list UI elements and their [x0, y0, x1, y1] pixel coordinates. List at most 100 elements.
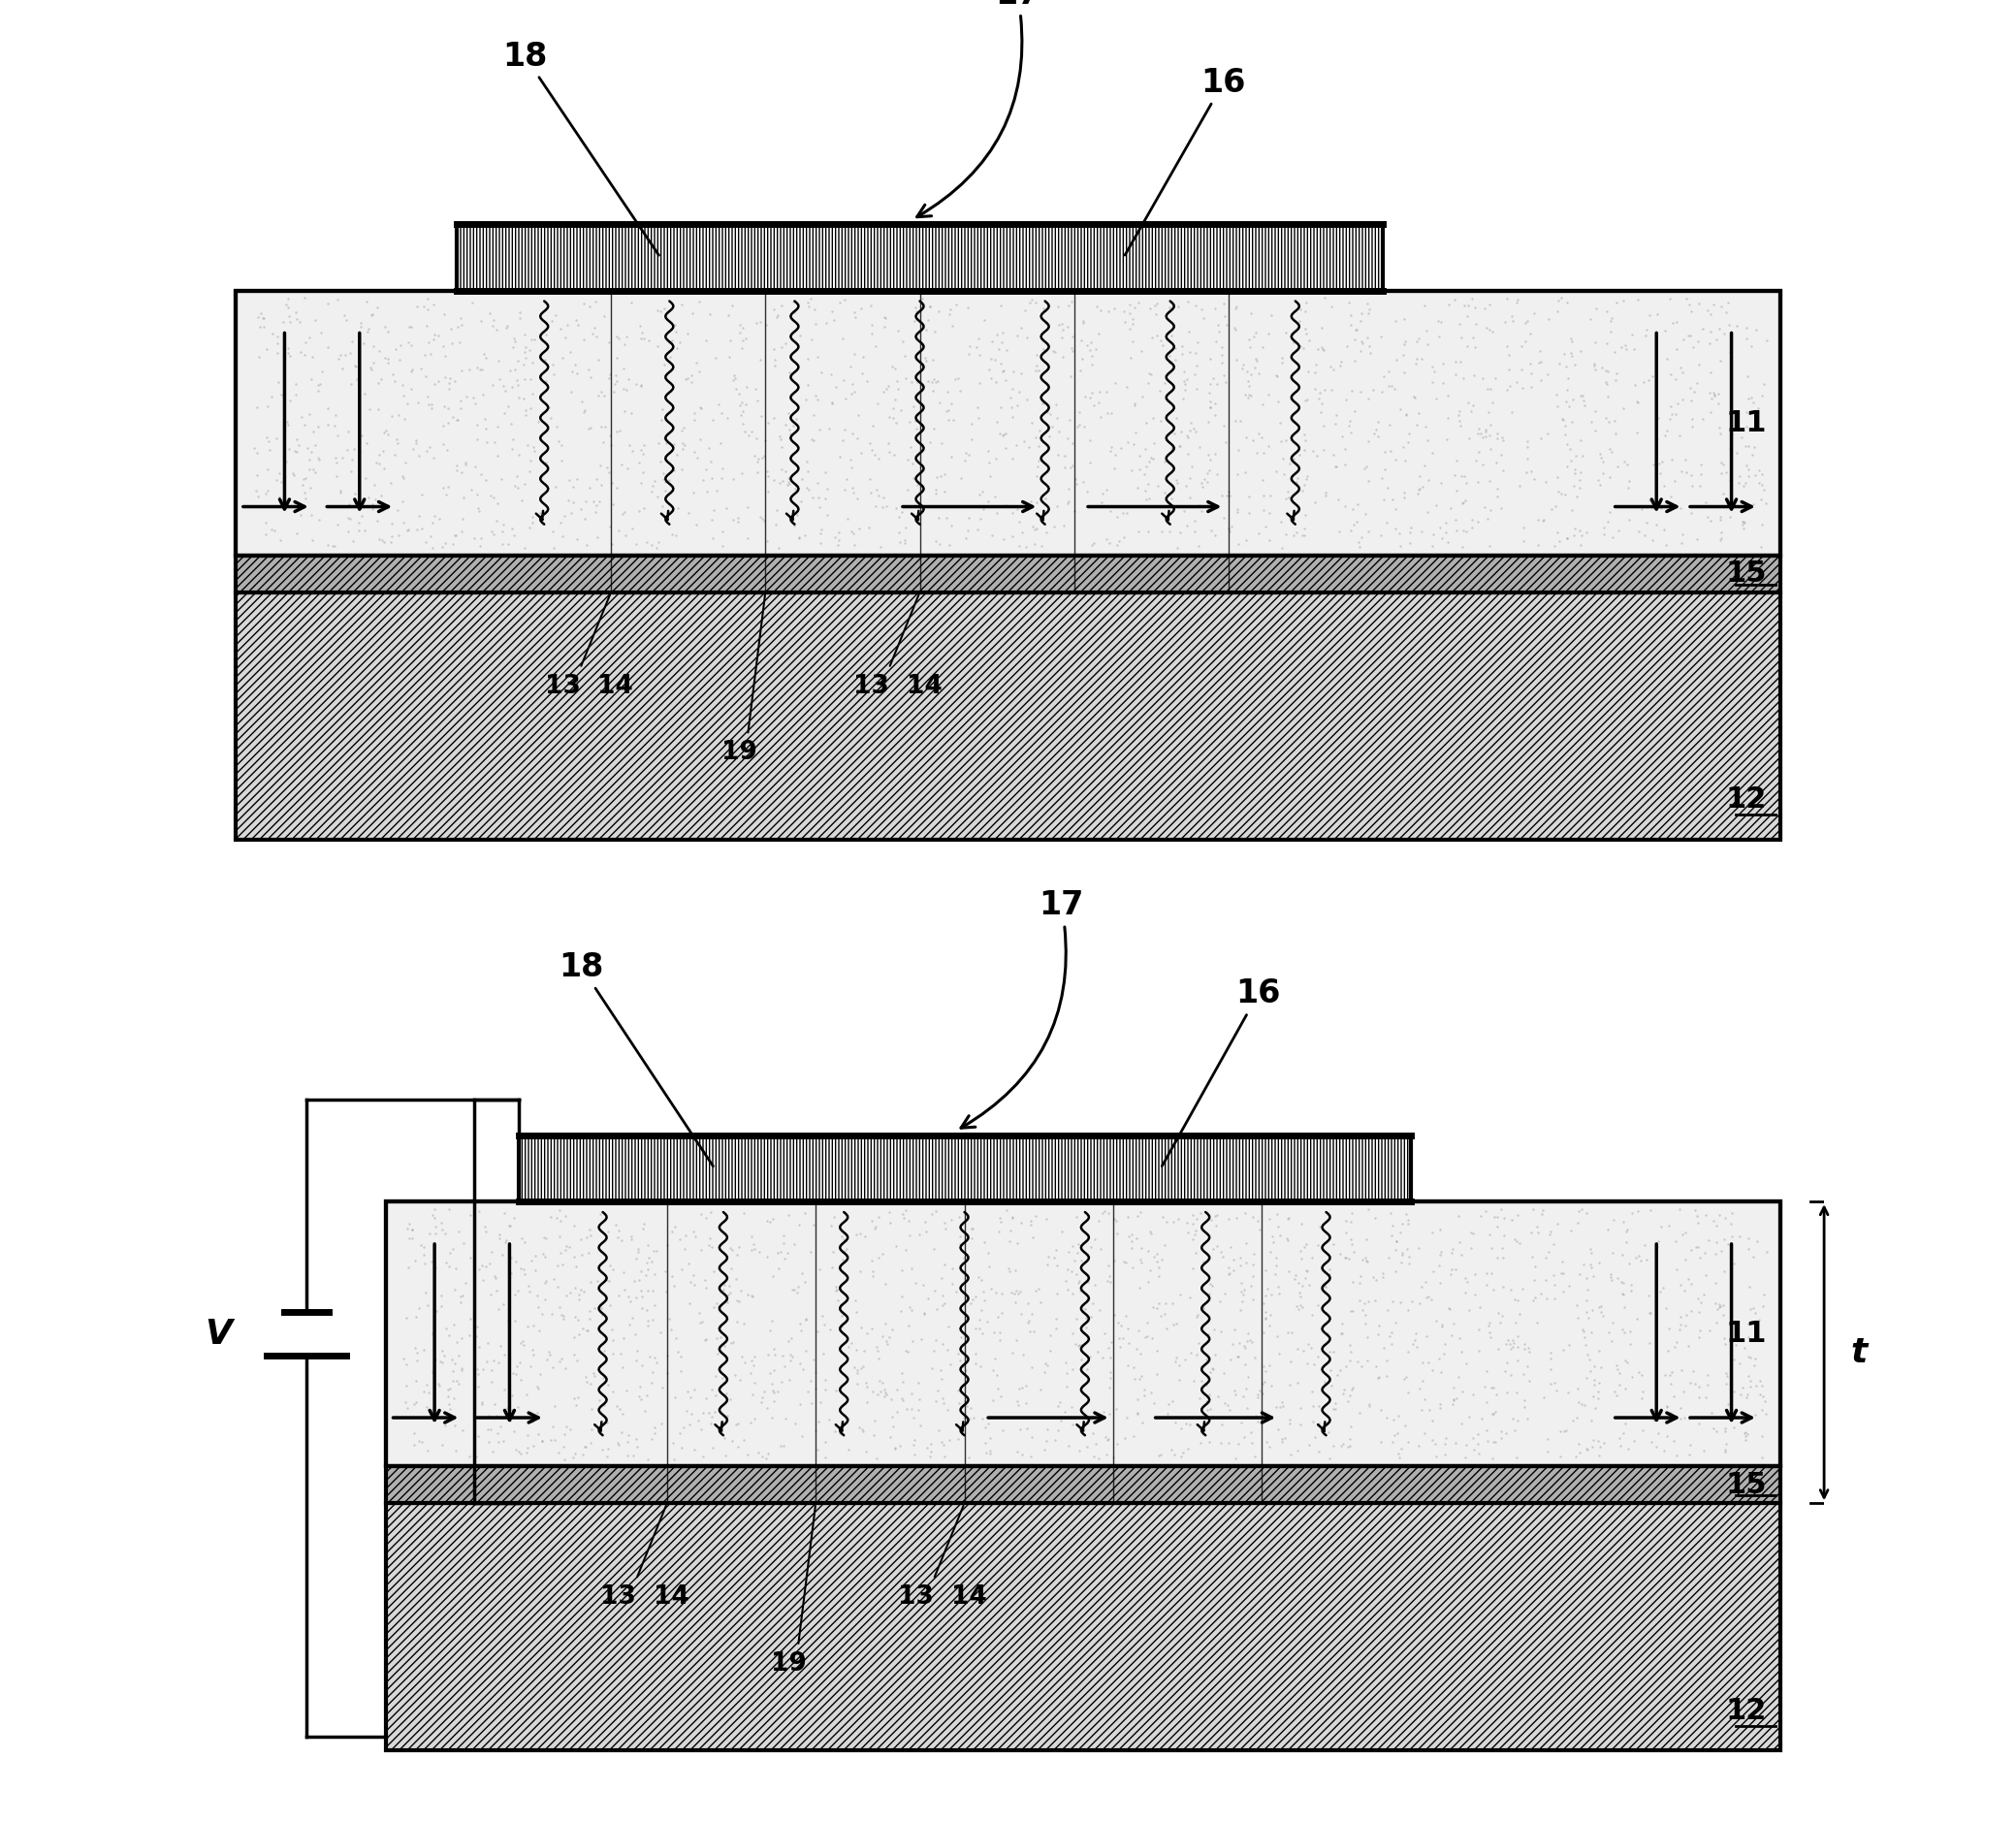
Point — [1706, 517, 1738, 547]
Point — [1171, 421, 1204, 450]
Point — [649, 476, 681, 505]
Point — [1470, 1197, 1502, 1226]
Point — [1667, 357, 1699, 386]
Point — [794, 1237, 827, 1266]
Point — [367, 527, 399, 556]
Point — [1502, 1321, 1534, 1350]
Point — [1145, 1244, 1177, 1274]
Point — [1189, 1370, 1222, 1399]
Point — [1607, 286, 1639, 315]
Point — [778, 1230, 810, 1259]
Point — [1304, 332, 1337, 361]
Point — [1738, 1243, 1770, 1272]
Point — [482, 488, 514, 517]
Point — [802, 468, 835, 497]
Point — [359, 448, 391, 477]
Point — [546, 1305, 579, 1334]
Point — [510, 1438, 542, 1467]
Point — [319, 412, 351, 441]
Point — [689, 1385, 722, 1414]
Point — [1129, 459, 1161, 488]
Point — [935, 443, 968, 472]
Point — [1060, 412, 1093, 441]
Point — [1423, 306, 1456, 335]
Point — [1738, 1350, 1770, 1379]
Point — [562, 1305, 595, 1334]
Point — [1566, 441, 1599, 470]
Point — [556, 472, 589, 501]
Point — [1526, 507, 1558, 536]
Point — [1107, 1323, 1139, 1352]
Point — [1193, 1270, 1226, 1299]
Point — [1246, 390, 1278, 419]
Point — [825, 443, 857, 472]
Point — [1476, 317, 1508, 346]
Point — [954, 503, 986, 532]
Point — [347, 492, 379, 521]
Point — [575, 363, 607, 392]
Point — [710, 1343, 742, 1372]
Point — [786, 1421, 818, 1450]
Point — [395, 313, 427, 343]
Point — [917, 377, 950, 406]
Point — [1699, 1268, 1732, 1297]
Point — [542, 1223, 575, 1252]
Point — [556, 488, 589, 517]
Point — [534, 1425, 566, 1454]
Point — [1147, 332, 1179, 361]
Point — [1083, 388, 1115, 417]
Point — [1546, 284, 1579, 313]
Point — [1673, 1439, 1706, 1469]
Point — [1679, 1195, 1712, 1224]
Point — [1621, 284, 1653, 313]
Point — [421, 321, 454, 350]
Point — [829, 286, 861, 315]
Point — [518, 1432, 550, 1461]
Point — [972, 486, 1004, 516]
Point — [857, 1246, 889, 1275]
Point — [341, 352, 373, 381]
Point — [262, 481, 294, 510]
Point — [1623, 1241, 1655, 1270]
Point — [1248, 481, 1280, 510]
Point — [1391, 1363, 1423, 1392]
Point — [849, 1336, 881, 1365]
Point — [1486, 494, 1518, 523]
Point — [1675, 386, 1708, 415]
Point — [1704, 527, 1736, 556]
Point — [714, 1272, 746, 1301]
Point — [1589, 1428, 1621, 1458]
Point — [1242, 359, 1274, 388]
Point — [558, 350, 591, 379]
Point — [1413, 1283, 1445, 1312]
Point — [1262, 1414, 1294, 1443]
Point — [1020, 341, 1052, 370]
Point — [482, 1419, 514, 1448]
Point — [631, 1248, 663, 1277]
Point — [728, 417, 760, 446]
Point — [1181, 1299, 1214, 1328]
Point — [1639, 1279, 1671, 1308]
Point — [839, 530, 871, 559]
Point — [1431, 528, 1464, 558]
Point — [831, 465, 863, 494]
Point — [611, 1441, 643, 1470]
Point — [1131, 1266, 1163, 1295]
Point — [454, 1243, 486, 1272]
Point — [881, 366, 913, 395]
Point — [1077, 530, 1109, 559]
Point — [272, 333, 304, 363]
Point — [1677, 332, 1710, 361]
Point — [518, 437, 550, 466]
Point — [1216, 512, 1248, 541]
Point — [1363, 1319, 1395, 1348]
Point — [677, 1217, 710, 1246]
Point — [1278, 408, 1310, 437]
Point — [818, 306, 851, 335]
Point — [871, 1330, 903, 1359]
Point — [512, 1434, 544, 1463]
Point — [1568, 1330, 1601, 1359]
Point — [974, 1436, 1006, 1465]
Point — [1125, 383, 1157, 412]
Point — [1558, 350, 1591, 379]
